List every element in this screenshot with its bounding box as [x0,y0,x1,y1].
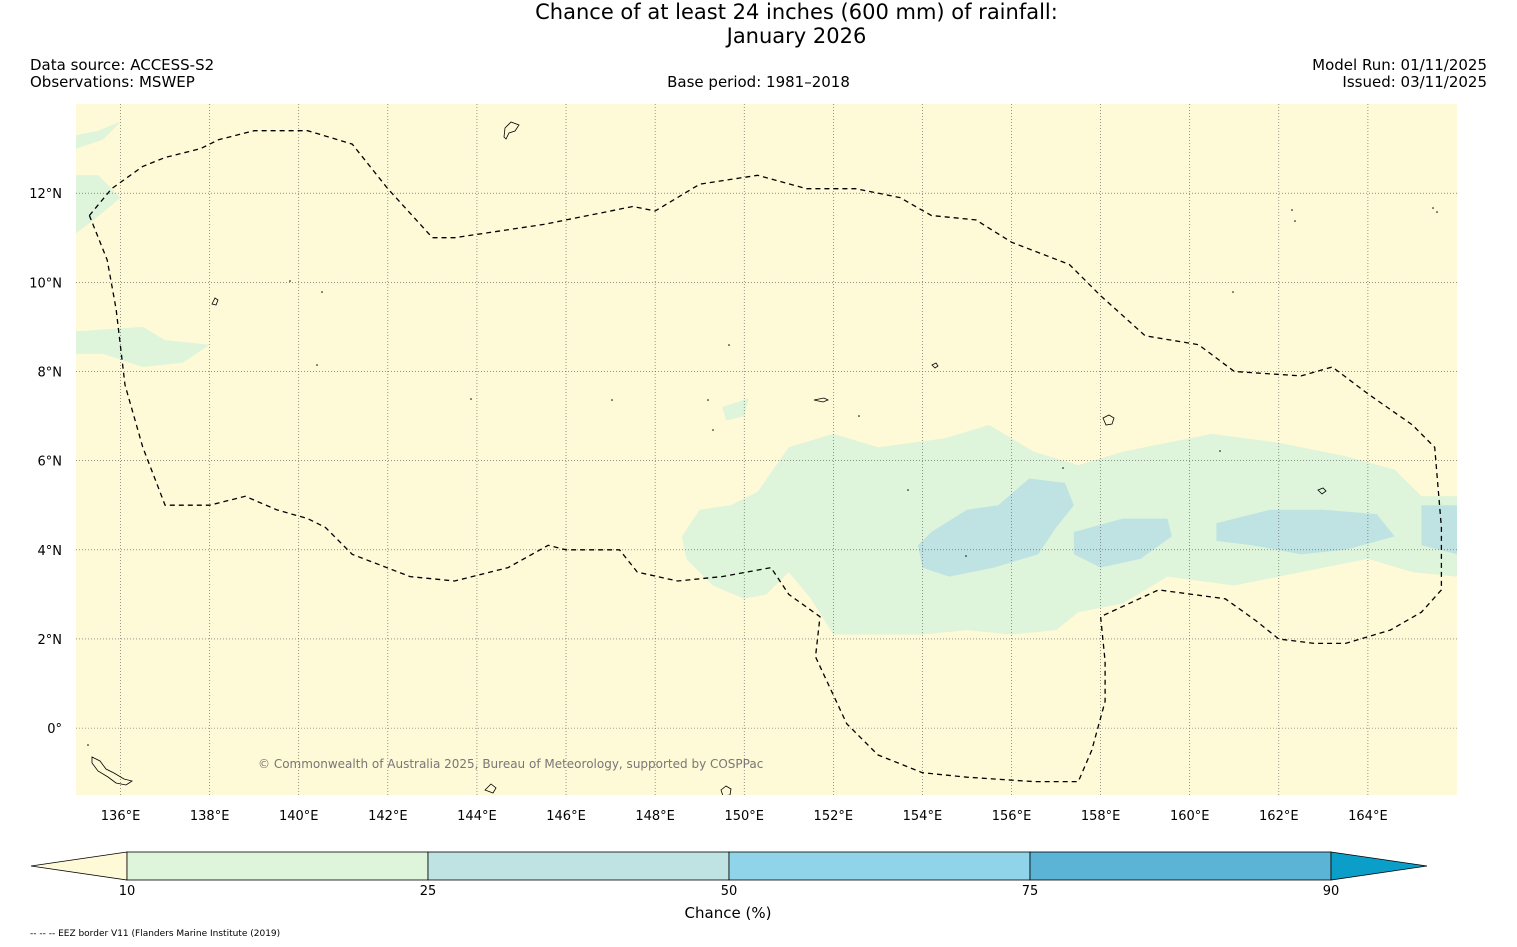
islands [87,121,1438,795]
lon-tick-label: 150°E [724,809,764,824]
islet-dot [87,744,89,746]
eez-legend-note: -- -- -- EEZ border V11 (Flanders Marine… [30,929,281,939]
island-south-coast [720,785,732,795]
lon-tick-label: 164°E [1348,809,1388,824]
zone-10-25 [76,121,121,149]
issued-date: Issued: 03/11/2025 [1342,73,1487,91]
islet-dot [1432,207,1434,209]
lon-tick-label: 148°E [635,809,675,824]
zone-25-50 [918,478,1074,577]
islet-dot [321,291,323,293]
lon-tick-label: 156°E [992,809,1032,824]
lon-tick-label: 138°E [190,809,230,824]
lat-tick-label: 0° [47,722,62,737]
colorbar-title: Chance (%) [685,904,772,922]
zone-25-50 [1421,505,1457,555]
colorbar-tick-label: 90 [1323,884,1340,899]
islet-dot [712,429,714,431]
lat-tick-label: 10°N [29,276,62,291]
island-atoll [931,362,939,369]
colorbar-segment [126,851,429,881]
colorbar-segment [427,851,730,881]
lon-tick-label: 144°E [457,809,497,824]
colorbar-segment [728,851,1031,881]
colorbar-segment [1029,851,1332,881]
lon-tick-label: 142°E [368,809,408,824]
zone-10-25 [722,398,749,421]
lat-tick-label: 8°N [38,365,63,380]
island-kosrae [1317,487,1327,495]
lon-tick-label: 154°E [903,809,943,824]
probability-zones [76,121,1457,635]
title-line-1: Chance of at least 24 inches (600 mm) of… [535,0,1058,24]
islet-dot [289,280,291,282]
lon-tick-label: 136°E [101,809,141,824]
islet-dot [1062,467,1064,469]
islet-dot [316,364,318,366]
zone-25-50 [1073,518,1172,568]
base-period: Base period: 1981–2018 [667,73,850,91]
islet-dot [470,398,472,400]
colorbar-tick-label: 75 [1022,884,1039,899]
zone-10-25 [76,175,121,234]
islet-dot [1219,450,1221,452]
lon-tick-label: 152°E [814,809,854,824]
islet-dot [965,555,967,557]
lat-tick-label: 12°N [29,187,62,202]
colorbar-under-arrow [30,851,128,881]
lon-tick-label: 162°E [1259,809,1299,824]
model-run: Model Run: 01/11/2025 [1312,56,1487,74]
island-south-islet [484,783,497,794]
colorbar-segments [126,851,1332,881]
lon-tick-label: 146°E [546,809,586,824]
gridlines [76,104,1457,795]
zone-25-50 [1216,509,1395,555]
lon-tick-label: 160°E [1170,809,1210,824]
source-info: Data source: ACCESS-S2 Observations: MSW… [30,57,214,91]
colorbar-tick-label: 50 [721,884,738,899]
islet-dot [1294,220,1296,222]
islet-dot [1436,211,1438,213]
colorbar: 10 25 50 75 90 Chance (%) [30,851,1428,922]
islet-dot [728,344,730,346]
island-yap [211,297,219,306]
islet-dot [858,415,860,417]
observations: Observations: MSWEP [30,73,195,91]
island-pohnpei [1102,414,1115,426]
zone-10-25 [681,425,1457,635]
colorbar-tick-label: 25 [420,884,437,899]
islet-dot [1291,209,1293,211]
copyright-notice: © Commonwealth of Australia 2025, Bureau… [258,757,763,771]
islet-dot [907,489,909,491]
lat-tick-label: 4°N [38,544,63,559]
title-line-2: January 2026 [726,24,867,48]
chart-title: Chance of at least 24 inches (600 mm) of… [0,0,1517,48]
island-chuuk [813,397,829,403]
islet-dot [611,399,613,401]
data-source: Data source: ACCESS-S2 [30,56,215,74]
colorbar-tick-labels: 10 25 50 75 90 [119,884,1340,899]
colorbar-tick-label: 10 [119,884,136,899]
axis-tick-labels: 136°E 138°E 140°E 142°E 144°E 146°E 148°E 150°E… [29,187,1387,824]
zone-10-25 [76,326,210,367]
colorbar-over-arrow [1330,851,1428,881]
island-guam [503,121,520,140]
eez-border-line [88,130,1443,783]
lat-tick-label: 2°N [38,633,63,648]
islet-dot [1232,291,1234,293]
lon-tick-label: 140°E [279,809,319,824]
lon-tick-label: 158°E [1081,809,1121,824]
run-info: Model Run: 01/11/2025 Issued: 03/11/2025 [1312,57,1487,91]
islet-dot [707,399,709,401]
lat-tick-label: 6°N [38,455,63,470]
island-new-guinea-coast [91,756,133,786]
